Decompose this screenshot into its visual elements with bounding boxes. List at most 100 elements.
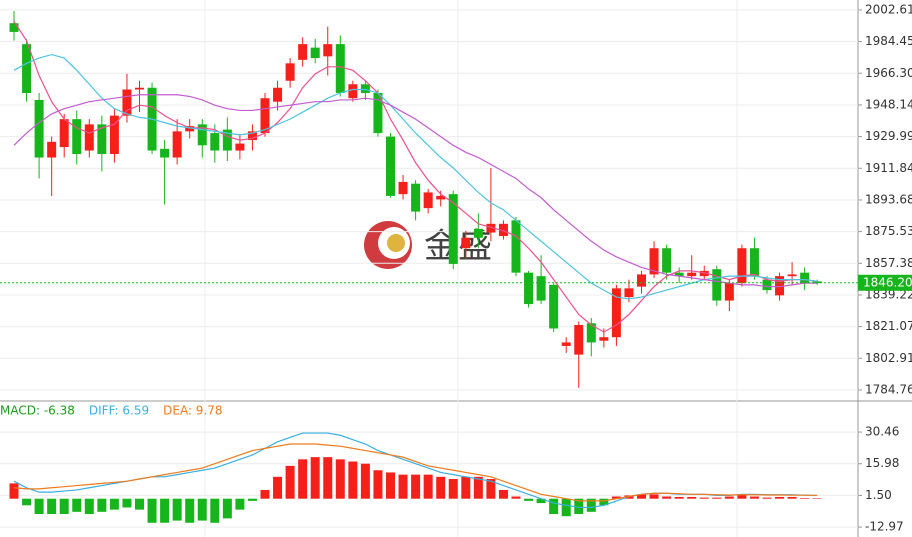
- macd-bar: [800, 498, 810, 499]
- macd-bar: [775, 496, 785, 499]
- macd-bar: [574, 498, 584, 515]
- macd-bar: [536, 498, 546, 504]
- candle-body: [511, 220, 521, 273]
- y-tick-label: 1948.14: [865, 97, 912, 111]
- macd-bar: [787, 496, 797, 499]
- candle-body: [762, 279, 772, 291]
- macd-bar: [386, 472, 395, 499]
- macd-bar: [398, 474, 408, 499]
- macd-bar: [323, 457, 333, 499]
- macd-bar: [674, 496, 684, 499]
- macd-bar: [561, 498, 571, 517]
- candle-body: [9, 23, 19, 32]
- macd-bar: [749, 496, 759, 499]
- candle-body: [398, 181, 408, 195]
- indicator-label: DIFF: 6.59: [89, 404, 149, 418]
- y-tick-label: 1784.76: [865, 382, 912, 396]
- candle-body: [72, 119, 82, 155]
- macd-bar: [611, 496, 621, 499]
- macd-bar: [34, 498, 44, 515]
- candle-body: [599, 337, 609, 341]
- y-tick-label: 1929.99: [865, 129, 912, 143]
- candle-body: [674, 272, 684, 277]
- candle-body: [22, 44, 32, 93]
- y-tick-label: 15.98: [865, 456, 899, 470]
- macd-bar: [737, 494, 747, 499]
- candle-body: [348, 84, 358, 99]
- macd-bar: [762, 497, 772, 499]
- candle-body: [34, 99, 44, 158]
- candle-body: [549, 284, 559, 329]
- ma-line: [13, 94, 818, 288]
- macd-bar: [411, 474, 421, 499]
- y-tick-label: 1821.07: [865, 319, 912, 333]
- macd-bar: [524, 498, 534, 501]
- candle-body: [360, 84, 370, 93]
- macd-bar: [724, 496, 734, 499]
- candle-body: [197, 124, 207, 146]
- macd-bar: [172, 498, 182, 521]
- macd-bar: [812, 498, 822, 499]
- macd-bar: [160, 498, 170, 523]
- macd-bar: [47, 498, 57, 515]
- candle-body: [273, 87, 283, 102]
- macd-bar: [511, 496, 521, 499]
- macd-bar: [335, 459, 345, 499]
- candle-body: [611, 288, 621, 338]
- indicator-label: DEA: 9.78: [163, 404, 222, 418]
- macd-bar: [373, 470, 383, 499]
- macd-bar: [637, 494, 646, 499]
- macd-bar: [210, 498, 220, 523]
- candle-body: [47, 141, 57, 158]
- y-tick-label: 1839.22: [865, 287, 912, 301]
- macd-line: [13, 443, 818, 502]
- candle-body: [310, 47, 320, 59]
- candle-body: [461, 237, 471, 249]
- macd-bar: [285, 465, 295, 499]
- last-price-box: [858, 274, 912, 291]
- candle-body: [787, 274, 797, 277]
- macd-bar: [473, 476, 483, 499]
- candle-body: [97, 124, 107, 155]
- candle-body: [536, 276, 546, 301]
- macd-bar: [662, 496, 672, 499]
- candle-body: [235, 143, 245, 151]
- macd-bar: [599, 498, 609, 506]
- candle-body: [423, 192, 433, 209]
- macd-bar: [448, 479, 458, 499]
- candle-body: [687, 272, 697, 277]
- y-tick-label: 1911.84: [865, 161, 912, 175]
- candle-body: [749, 248, 759, 277]
- candle-body: [561, 342, 571, 346]
- macd-bar: [310, 457, 320, 499]
- watermark-logo: [364, 221, 412, 269]
- macd-bar: [109, 498, 119, 510]
- macd-bar: [461, 476, 471, 499]
- candle-body: [649, 248, 659, 275]
- candle-body: [712, 269, 722, 301]
- macd-bar: [687, 496, 697, 499]
- candle-body: [335, 44, 345, 93]
- macd-bar: [649, 494, 659, 499]
- candle-body: [323, 44, 333, 57]
- candle-body: [172, 131, 182, 158]
- candle-body: [812, 281, 822, 284]
- macd-bar: [9, 483, 19, 499]
- candle-body: [373, 92, 383, 134]
- macd-bar: [235, 498, 245, 510]
- candle-body: [724, 283, 734, 301]
- candle-body: [122, 89, 132, 116]
- candle-body: [775, 276, 785, 296]
- candle-body: [473, 229, 483, 238]
- candle-body: [160, 148, 170, 158]
- candle-body: [411, 183, 421, 212]
- candle-body: [109, 115, 119, 155]
- candle-body: [285, 63, 295, 81]
- y-tick-label: 1875.53: [865, 224, 912, 238]
- macd-bar: [699, 497, 709, 499]
- macd-bar: [222, 498, 232, 519]
- candle-body: [84, 124, 94, 151]
- macd-bar: [486, 479, 496, 499]
- macd-bar: [260, 489, 270, 499]
